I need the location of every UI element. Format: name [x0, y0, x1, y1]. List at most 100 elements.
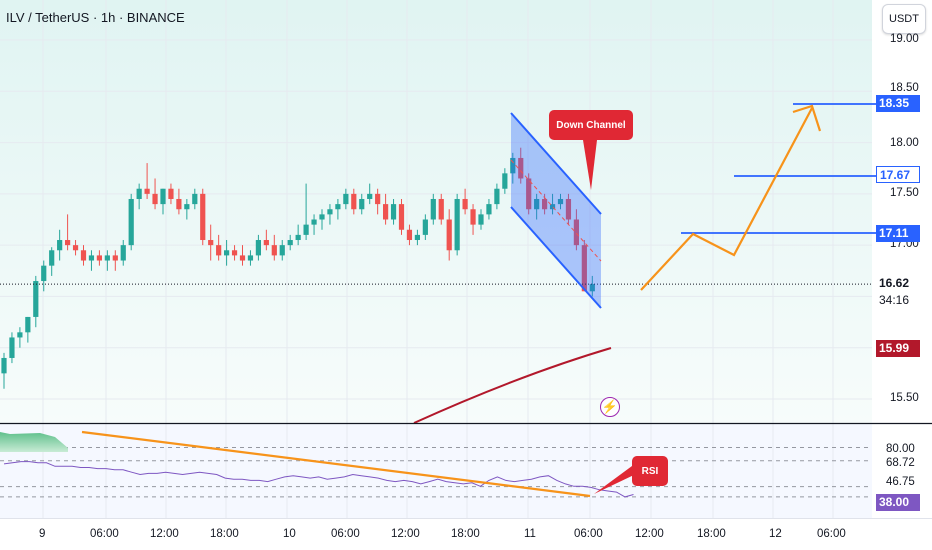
symbol-title[interactable]: ILV / TetherUS · 1h · BINANCE [6, 10, 185, 25]
time-tick: 12 [769, 528, 782, 540]
candle-body [390, 204, 397, 220]
price-tick: 17.50 [890, 187, 919, 199]
candle-body [57, 240, 63, 251]
candle-body [231, 250, 238, 256]
time-tick: 18:00 [451, 528, 480, 540]
drawings-layer[interactable] [413, 103, 876, 424]
candle-body [510, 157, 516, 174]
price-tag-level[interactable]: 17.67 [876, 166, 920, 183]
time-tick: 12:00 [635, 528, 664, 540]
candle-body [327, 209, 333, 215]
candle-body [216, 245, 222, 256]
candle-body [518, 157, 524, 179]
projection-path[interactable] [640, 107, 813, 291]
candle-body [136, 188, 142, 199]
candle-body [1, 357, 7, 374]
rsi-value-tag: 38.00 [876, 494, 920, 511]
candle-body [80, 250, 87, 261]
candle-body [542, 198, 548, 210]
rsi-tick: 80.00 [886, 443, 915, 455]
candle-body [375, 193, 381, 205]
candle-body [120, 245, 126, 261]
candle-body [271, 245, 277, 256]
candle-body [470, 209, 476, 225]
candle-body [335, 204, 341, 210]
candle-body [128, 198, 134, 246]
time-tick: 18:00 [210, 528, 239, 540]
rsi-tick: 68.72 [886, 457, 915, 469]
candle-body [224, 250, 230, 256]
rsi-callout[interactable]: RSI [632, 456, 668, 486]
candle-body [486, 204, 492, 215]
candle-body [367, 193, 373, 199]
price-tag-level[interactable]: 17.11 [876, 225, 920, 242]
candle-body [589, 284, 595, 292]
time-tick: 06:00 [90, 528, 119, 540]
candle-body [430, 198, 436, 220]
candle-body [303, 224, 309, 235]
candle-body [160, 188, 166, 205]
candle-body [279, 245, 285, 256]
down-channel-callout[interactable]: Down Channel [549, 110, 633, 140]
candle-body [88, 255, 95, 261]
candle-body [17, 332, 23, 338]
candle-body [351, 193, 357, 210]
candle-body [287, 240, 293, 246]
candle-body [359, 198, 365, 210]
price-axis-background [872, 0, 932, 423]
price-tick: 18.00 [890, 137, 919, 149]
time-tick: 12:00 [391, 528, 420, 540]
rsi-trendline[interactable] [81, 430, 591, 498]
candle-body [581, 245, 587, 292]
moving-average-line [413, 347, 612, 424]
candle-body [247, 255, 254, 261]
candle-body [9, 337, 15, 358]
time-tick: 06:00 [817, 528, 846, 540]
currency-button[interactable]: USDT [882, 4, 926, 34]
price-tick: 18.50 [890, 82, 919, 94]
down-channel-fill[interactable] [511, 113, 601, 308]
time-tick: 06:00 [331, 528, 360, 540]
time-tick: 18:00 [697, 528, 726, 540]
candle-body [343, 193, 349, 205]
candle-body [422, 219, 428, 235]
candle-body [176, 198, 182, 210]
candle-body [192, 193, 198, 205]
channel-upper-line[interactable] [510, 112, 602, 215]
price-tag-target[interactable]: 18.35 [876, 95, 920, 112]
candle-body [96, 255, 102, 261]
candle-body [255, 240, 261, 256]
candle-body [573, 219, 579, 246]
candle-body [25, 316, 31, 333]
candle-body [502, 173, 508, 189]
candles-layer [0, 147, 872, 389]
time-tick: 06:00 [574, 528, 603, 540]
candle-body [184, 204, 190, 210]
callout-pointer [583, 140, 597, 190]
candle-body [311, 219, 317, 225]
candle-body [494, 188, 500, 205]
time-tick: 9 [39, 528, 46, 540]
last-price-tag: 16.62 [876, 275, 920, 292]
rsi-overbought-fill [0, 432, 68, 452]
candle-body [263, 240, 269, 246]
time-tick: 11 [524, 528, 536, 540]
candle-body [152, 193, 158, 205]
candle-body [406, 229, 413, 241]
rsi-tick: 46.75 [886, 476, 915, 488]
candle-body [438, 198, 444, 220]
channel-lower-line[interactable] [510, 206, 602, 309]
candle-body [478, 214, 484, 225]
lightning-icon[interactable]: ⚡ [600, 397, 620, 417]
projection-arrowhead [792, 104, 822, 132]
candle-body [239, 255, 246, 261]
candle-body [208, 240, 214, 246]
candle-body [104, 255, 110, 261]
candle-body [168, 188, 174, 199]
bar-countdown: 34:16 [876, 292, 920, 309]
moving-average-tag: 15.99 [876, 340, 920, 357]
candle-body [200, 193, 206, 241]
candle-body [41, 265, 47, 282]
time-tick: 12:00 [150, 528, 179, 540]
